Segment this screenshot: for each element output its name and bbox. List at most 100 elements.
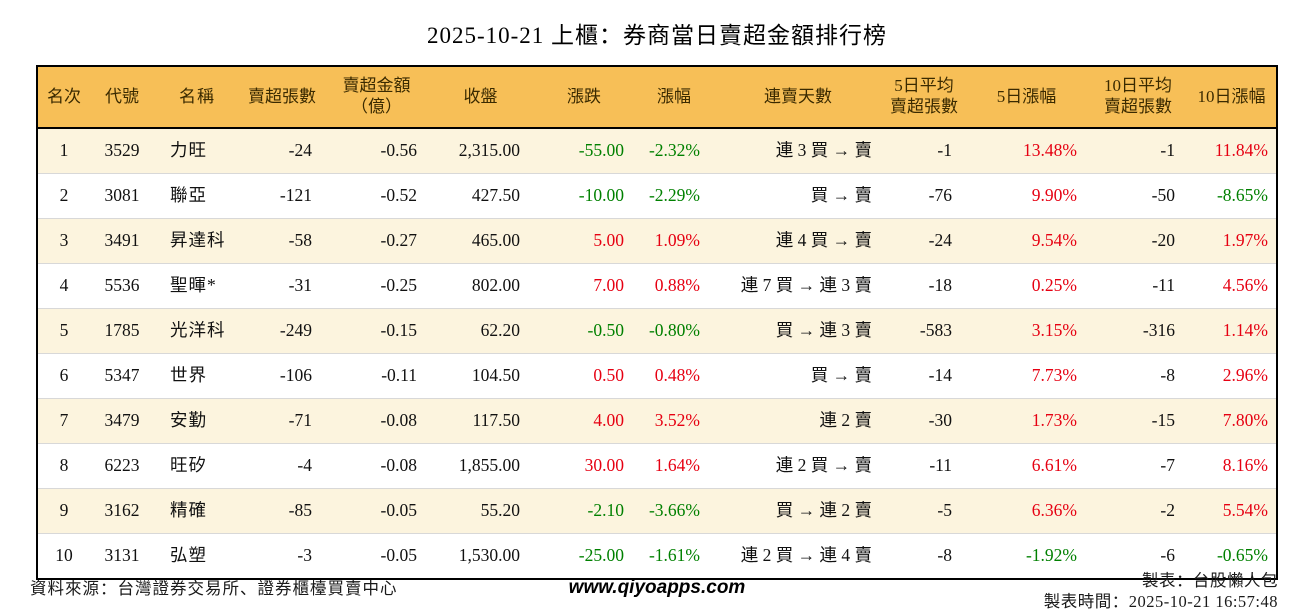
cell-change-pct: 1.09% — [654, 230, 700, 250]
cell-name: 旺矽 — [170, 455, 207, 475]
table-row: 2 3081 聯亞 -121 -0.52 427.50 -10.00 -2.29% 買 → 賣 -… — [38, 173, 1276, 218]
cell-change: -55.00 — [578, 140, 624, 160]
cell-consecutive-sell-days: 連 3 買 → 賣 — [775, 140, 872, 160]
table-row: 8 6223 旺矽 -4 -0.08 1,855.00 30.00 1.64% 連 2 買 → … — [38, 443, 1276, 488]
column-header-name: 名稱 — [179, 86, 215, 106]
cell-net-sell-amount-100m: -0.27 — [380, 230, 417, 250]
cell-chg10-pct: 8.16% — [1222, 455, 1268, 475]
cell-avg5-net-sell-volume: -583 — [919, 320, 952, 340]
cell-net-sell-volume: -4 — [297, 455, 312, 475]
cell-close: 427.50 — [471, 185, 520, 205]
cell-change: -25.00 — [578, 545, 624, 565]
cell-change: 30.00 — [584, 455, 624, 475]
cell-code: 3479 — [104, 410, 140, 430]
cell-net-sell-volume: -24 — [288, 140, 312, 160]
column-header-net-sell-amount: 賣超金額 （億） — [342, 76, 411, 116]
cell-change-pct: 0.88% — [654, 275, 700, 295]
cell-chg10-pct: -8.65% — [1216, 185, 1268, 205]
cell-chg10-pct: 4.56% — [1222, 275, 1268, 295]
cell-close: 802.00 — [471, 275, 520, 295]
cell-code: 3162 — [104, 500, 140, 520]
cell-avg10-net-sell-volume: -15 — [1151, 410, 1175, 430]
cell-avg10-net-sell-volume: -50 — [1151, 185, 1175, 205]
cell-change: 4.00 — [593, 410, 624, 430]
website-url: www.qiyoapps.com — [568, 577, 746, 598]
cell-rank: 5 — [59, 320, 69, 340]
table-row: 3 3491 昇達科 -58 -0.27 465.00 5.00 1.09% 連 4 買 → 賣… — [38, 218, 1276, 263]
cell-chg10-pct: 1.14% — [1222, 320, 1268, 340]
table-body: 1 3529 力旺 -24 -0.56 2,315.00 -55.00 -2.32% 連 3 買… — [38, 129, 1276, 578]
cell-code: 3491 — [104, 230, 140, 250]
cell-close: 55.20 — [480, 500, 520, 520]
cell-code: 3081 — [104, 185, 140, 205]
cell-net-sell-amount-100m: -0.56 — [380, 140, 417, 160]
cell-change-pct: -0.80% — [648, 320, 700, 340]
cell-name: 光洋科 — [170, 320, 226, 340]
cell-name: 弘塑 — [170, 545, 207, 565]
cell-consecutive-sell-days: 連 2 買 → 連 4 賣 — [740, 545, 872, 565]
cell-net-sell-amount-100m: -0.15 — [380, 320, 417, 340]
cell-avg10-net-sell-volume: -2 — [1160, 500, 1175, 520]
cell-change: 0.50 — [593, 365, 624, 385]
cell-change-pct: 0.48% — [654, 365, 700, 385]
cell-chg5-pct: 7.73% — [1031, 365, 1077, 385]
column-header-chg5-pct: 5日漲幅 — [996, 86, 1057, 106]
cell-code: 3529 — [104, 140, 140, 160]
cell-net-sell-amount-100m: -0.11 — [381, 365, 417, 385]
cell-consecutive-sell-days: 連 4 買 → 賣 — [775, 230, 872, 250]
cell-consecutive-sell-days: 買 → 賣 — [810, 185, 872, 205]
report-maker: 製表：台股懶人包 — [1142, 571, 1278, 590]
cell-close: 62.20 — [480, 320, 520, 340]
cell-close: 1,855.00 — [458, 455, 520, 475]
cell-change: 7.00 — [593, 275, 624, 295]
cell-name: 精確 — [170, 500, 207, 520]
data-source-note: 資料來源：台灣證券交易所、證券櫃檯買賣中心 — [30, 579, 398, 598]
cell-net-sell-volume: -249 — [279, 320, 312, 340]
cell-name: 世界 — [170, 365, 207, 385]
cell-chg10-pct: 5.54% — [1222, 500, 1268, 520]
cell-avg5-net-sell-volume: -24 — [928, 230, 952, 250]
cell-chg10-pct: 11.84% — [1214, 140, 1268, 160]
cell-close: 104.50 — [471, 365, 520, 385]
column-header-net-sell-volume: 賣超張數 — [248, 86, 316, 106]
column-header-avg5-volume: 5日平均 賣超張數 — [890, 76, 958, 116]
cell-avg5-net-sell-volume: -11 — [929, 455, 952, 475]
cell-change: 5.00 — [593, 230, 624, 250]
column-header-code: 代號 — [105, 86, 139, 106]
cell-rank: 4 — [59, 275, 69, 295]
cell-rank: 9 — [59, 500, 69, 520]
cell-chg5-pct: 9.54% — [1031, 230, 1077, 250]
cell-net-sell-volume: -106 — [279, 365, 312, 385]
cell-change: -2.10 — [587, 500, 624, 520]
report-credit: 製表：台股懶人包 製表時間：2025-10-21 16:57:48 — [1044, 570, 1278, 612]
cell-avg10-net-sell-volume: -7 — [1160, 455, 1175, 475]
cell-name: 昇達科 — [170, 230, 226, 250]
cell-change-pct: -2.32% — [648, 140, 700, 160]
cell-consecutive-sell-days: 買 → 賣 — [810, 365, 872, 385]
cell-change: -0.50 — [587, 320, 624, 340]
column-header-chg10-pct: 10日漲幅 — [1197, 86, 1266, 106]
cell-avg5-net-sell-volume: -14 — [928, 365, 952, 385]
cell-code: 6223 — [104, 455, 140, 475]
cell-chg10-pct: 1.97% — [1222, 230, 1268, 250]
cell-chg5-pct: 9.90% — [1031, 185, 1077, 205]
cell-change: -10.00 — [578, 185, 624, 205]
cell-close: 117.50 — [472, 410, 520, 430]
cell-avg5-net-sell-volume: -30 — [928, 410, 952, 430]
cell-net-sell-volume: -31 — [288, 275, 312, 295]
cell-chg10-pct: 2.96% — [1222, 365, 1268, 385]
column-header-change-pct: 漲幅 — [657, 86, 691, 106]
cell-net-sell-amount-100m: -0.08 — [380, 455, 417, 475]
table-row: 4 5536 聖暉* -31 -0.25 802.00 7.00 0.88% 連 7 買 → 連… — [38, 263, 1276, 308]
column-header-avg10-volume: 10日平均 賣超張數 — [1104, 76, 1172, 116]
cell-change-pct: -3.66% — [648, 500, 700, 520]
cell-chg5-pct: 3.15% — [1031, 320, 1077, 340]
cell-avg10-net-sell-volume: -1 — [1160, 140, 1175, 160]
table-row: 10 3131 弘塑 -3 -0.05 1,530.00 -25.00 -1.61% 連 2 買… — [38, 533, 1276, 578]
cell-consecutive-sell-days: 連 7 買 → 連 3 賣 — [740, 275, 872, 295]
cell-name: 力旺 — [170, 140, 207, 160]
cell-consecutive-sell-days: 買 → 連 3 賣 — [775, 320, 872, 340]
cell-code: 3131 — [104, 545, 140, 565]
cell-code: 5536 — [104, 275, 140, 295]
cell-avg5-net-sell-volume: -1 — [937, 140, 952, 160]
